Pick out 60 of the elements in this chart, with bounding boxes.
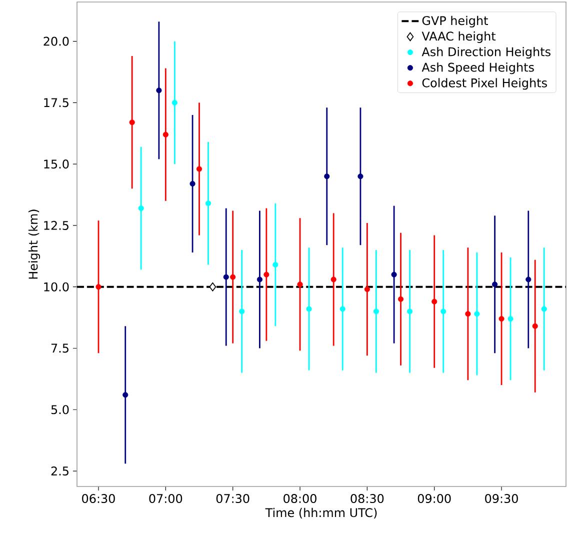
x-tick-label: 09:30 bbox=[485, 494, 518, 504]
legend-label: VAAC height bbox=[422, 31, 496, 43]
point bbox=[264, 272, 270, 278]
x-tick-label: 07:30 bbox=[216, 494, 250, 504]
legend-label: Coldest Pixel Heights bbox=[422, 78, 547, 90]
point bbox=[364, 286, 370, 292]
point bbox=[406, 308, 413, 314]
x-tick-label: 08:30 bbox=[350, 494, 384, 504]
point bbox=[138, 205, 144, 212]
point bbox=[465, 311, 471, 317]
point bbox=[541, 306, 547, 312]
point bbox=[532, 323, 538, 329]
point bbox=[122, 392, 128, 398]
point bbox=[391, 272, 397, 278]
x-tick-label: 08:00 bbox=[284, 494, 316, 504]
point bbox=[209, 282, 216, 292]
legend-label: GVP height bbox=[422, 16, 488, 28]
y-tick-label: 7.5 bbox=[51, 344, 68, 353]
point bbox=[330, 276, 336, 282]
point bbox=[172, 100, 178, 106]
point bbox=[526, 276, 532, 282]
y-axis-title: Height (km) bbox=[28, 210, 40, 279]
x-axis-title: Time (hh:mm UTC) bbox=[265, 508, 377, 519]
legend-label: Ash Direction Heights bbox=[422, 46, 550, 59]
point bbox=[440, 308, 446, 314]
x-tick-label: 07:00 bbox=[149, 494, 182, 504]
point bbox=[398, 296, 404, 302]
point bbox=[162, 132, 168, 138]
point bbox=[432, 298, 438, 304]
y-tick-label: 10.0 bbox=[44, 282, 69, 292]
point bbox=[230, 274, 236, 280]
y-tick-label: 15.0 bbox=[44, 160, 69, 169]
point bbox=[272, 262, 278, 268]
legend-label: Ash Speed Heights bbox=[422, 62, 534, 74]
point bbox=[96, 284, 102, 290]
point bbox=[492, 282, 498, 288]
point bbox=[239, 308, 245, 314]
point bbox=[256, 276, 262, 282]
point bbox=[190, 180, 196, 187]
y-tick-label: 20.0 bbox=[44, 36, 69, 46]
point bbox=[324, 174, 330, 180]
y-tick-label: 5.0 bbox=[51, 405, 69, 414]
point bbox=[306, 306, 312, 312]
point bbox=[340, 306, 346, 312]
point bbox=[498, 316, 504, 322]
y-tick-label: 17.5 bbox=[44, 98, 68, 108]
point bbox=[223, 274, 229, 280]
point bbox=[156, 88, 162, 94]
point bbox=[358, 174, 364, 180]
y-tick-label: 12.5 bbox=[44, 220, 68, 230]
point bbox=[196, 166, 202, 172]
point bbox=[508, 316, 514, 322]
x-tick-label: 09:00 bbox=[418, 494, 451, 504]
point bbox=[474, 311, 480, 317]
x-tick-label: 06:30 bbox=[82, 494, 115, 504]
y-tick-label: 2.5 bbox=[51, 466, 68, 476]
point bbox=[297, 282, 303, 288]
point bbox=[373, 308, 379, 314]
point bbox=[129, 120, 135, 126]
point bbox=[205, 200, 212, 206]
